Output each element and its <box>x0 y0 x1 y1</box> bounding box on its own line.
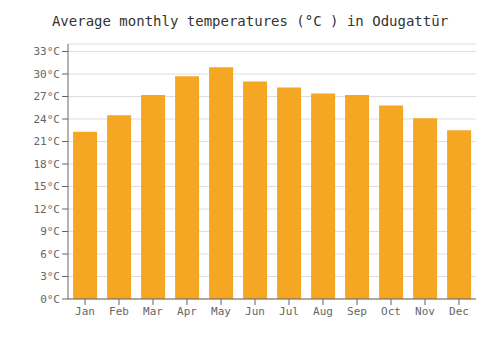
svg-text:30°C: 30°C <box>34 68 61 81</box>
svg-text:6°C: 6°C <box>40 248 60 261</box>
svg-text:24°C: 24°C <box>34 113 61 126</box>
svg-text:15°C: 15°C <box>34 180 61 193</box>
svg-text:Feb: Feb <box>109 305 129 318</box>
html-text:Average monthly temperatures (: Average monthly temperatures (°C ) in Od… <box>51 13 449 29</box>
svg-text:Dec: Dec <box>449 305 469 318</box>
svg-text:Oct: Oct <box>381 305 401 318</box>
svg-text:Mar: Mar <box>143 305 163 318</box>
svg-text:0°C: 0°C <box>40 293 60 306</box>
svg-text:Aug: Aug <box>313 305 333 318</box>
svg-text:18°C: 18°C <box>34 158 61 171</box>
svg-text:12°C: 12°C <box>34 203 61 216</box>
svg-text:33°C: 33°C <box>34 45 61 58</box>
svg-text:3°C: 3°C <box>40 270 60 283</box>
svg-text:Jan: Jan <box>75 305 95 318</box>
svg-text:27°C: 27°C <box>34 90 61 103</box>
svg-text:21°C: 21°C <box>34 135 61 148</box>
svg-text:Sep: Sep <box>347 305 367 318</box>
svg-text:Nov: Nov <box>415 305 435 318</box>
svg-text:Jul: Jul <box>279 305 299 318</box>
svg-text:May: May <box>211 305 231 318</box>
svg-text:Apr: Apr <box>177 305 197 318</box>
svg-text:Jun: Jun <box>245 305 265 318</box>
svg-text:9°C: 9°C <box>40 225 60 238</box>
